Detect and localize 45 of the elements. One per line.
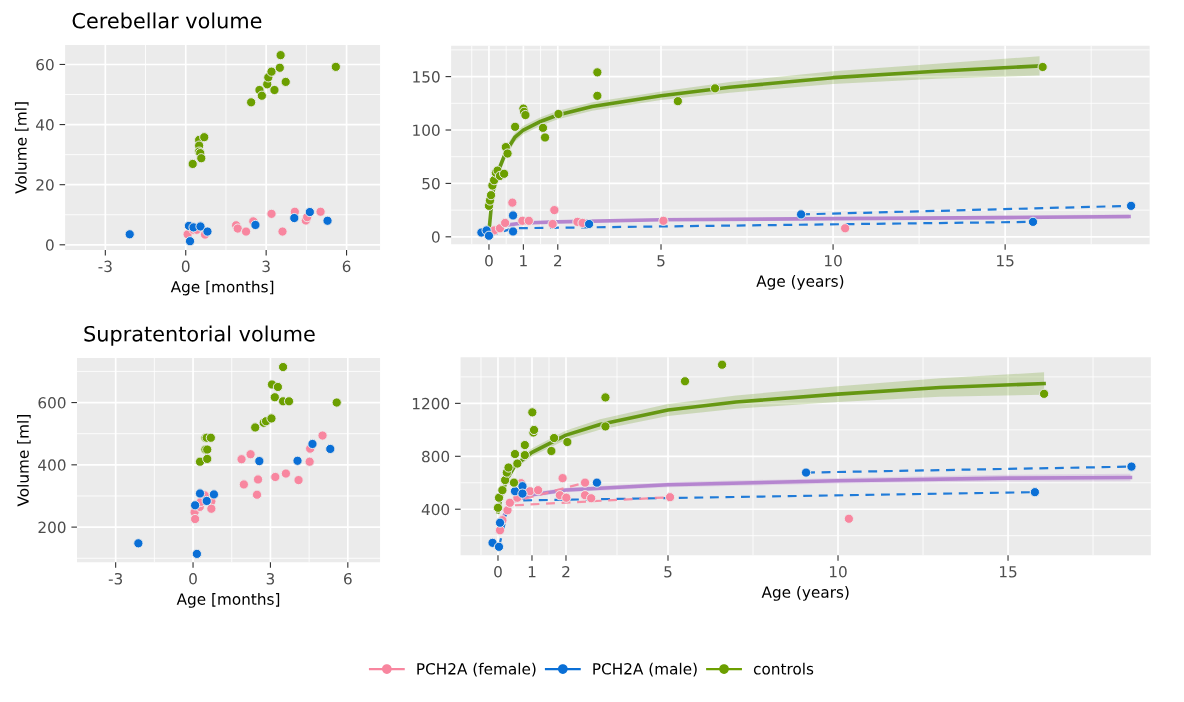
chart-title: Cerebellar volume xyxy=(72,12,262,29)
y-tick-label: 20 xyxy=(36,179,54,191)
y-tick-label: 400 xyxy=(38,459,66,471)
x-tick-label: -3 xyxy=(98,260,112,273)
x-axis-title: Age [months] xyxy=(170,280,274,296)
y-tick-label: 150 xyxy=(413,71,440,83)
x-tick-label: 10 xyxy=(825,254,842,267)
x-tick-label: 0 xyxy=(181,260,190,273)
x-tick-label: 1 xyxy=(520,255,527,267)
y-tick-label: 1200 xyxy=(412,397,450,410)
chart-title: Supratentorial volume xyxy=(84,325,315,346)
y-tick-label: 400 xyxy=(421,503,450,516)
x-tick-label: 15 xyxy=(999,566,1017,578)
x-tick-label: 0 xyxy=(189,572,197,585)
legend-label: controls xyxy=(753,662,814,675)
x-tick-label: 3 xyxy=(262,260,270,273)
x-axis-title: Age (years) xyxy=(756,275,844,290)
x-tick-label: -3 xyxy=(108,572,123,585)
y-tick-label: 60 xyxy=(36,58,54,71)
y-tick-label: 0 xyxy=(45,239,54,251)
y-tick-label: 600 xyxy=(38,397,66,409)
y-tick-label: 200 xyxy=(38,521,66,534)
y-axis-title: Volume [ml] xyxy=(14,102,29,194)
legend-label: PCH2A (male) xyxy=(593,662,697,677)
x-tick-label: 2 xyxy=(562,565,570,578)
y-tick-label: 40 xyxy=(36,119,54,131)
y-axis-title: Volume [ml] xyxy=(17,415,31,507)
x-tick-label: 10 xyxy=(829,565,847,578)
x-tick-label: 0 xyxy=(485,254,493,267)
x-tick-label: 15 xyxy=(997,255,1014,267)
x-tick-label: 6 xyxy=(344,572,352,585)
x-axis-title: Age [months] xyxy=(176,593,280,608)
y-tick-label: 100 xyxy=(413,124,440,137)
y-tick-label: 0 xyxy=(431,231,440,243)
x-tick-label: 3 xyxy=(266,572,275,585)
x-tick-label: 6 xyxy=(342,260,351,273)
x-tick-label: 5 xyxy=(657,255,665,267)
x-tick-label: 1 xyxy=(528,566,536,578)
y-tick-label: 800 xyxy=(422,450,450,463)
x-tick-label: 0 xyxy=(494,565,502,578)
y-tick-label: 50 xyxy=(422,177,440,190)
x-tick-label: 2 xyxy=(554,254,562,267)
legend-label: PCH2A (female) xyxy=(417,662,536,677)
x-axis-title: Age (years) xyxy=(761,586,849,601)
x-tick-label: 5 xyxy=(664,566,672,578)
